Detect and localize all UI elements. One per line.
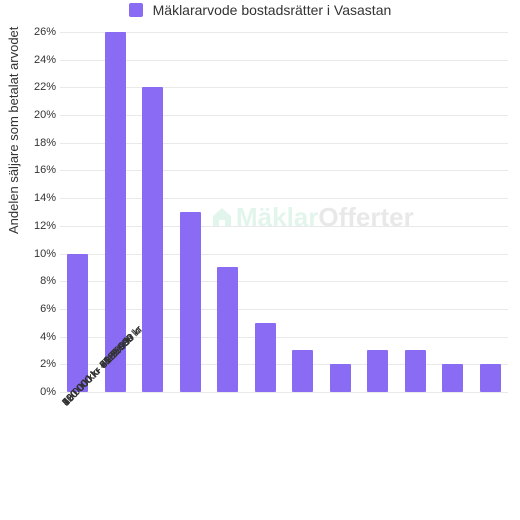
- bar: [67, 254, 88, 392]
- bar: [442, 364, 463, 392]
- bar: [480, 364, 501, 392]
- y-tick-label: 4%: [26, 331, 56, 343]
- bar: [217, 267, 238, 392]
- y-tick-label: 10%: [26, 248, 56, 260]
- y-tick-label: 2%: [26, 358, 56, 370]
- bar-slot: [323, 32, 359, 392]
- y-tick-label: 8%: [26, 275, 56, 287]
- bar: [142, 87, 163, 392]
- legend-label: Mäklararvode bostadsrätter i Vasastan: [153, 2, 392, 18]
- bar: [330, 364, 351, 392]
- x-labels: 30 000 kr - 39 999 kr40 000 kr - 49 999 …: [60, 396, 508, 516]
- bar: [367, 350, 388, 392]
- bar-slot: [435, 32, 471, 392]
- bar-slot: [60, 32, 96, 392]
- y-tick-label: 18%: [26, 137, 56, 149]
- bar: [292, 350, 313, 392]
- y-tick-label: 24%: [26, 54, 56, 66]
- bar-slot: [473, 32, 509, 392]
- bar-slot: [248, 32, 284, 392]
- y-tick-label: 26%: [26, 26, 56, 38]
- legend: Mäklararvode bostadsrätter i Vasastan: [0, 0, 520, 18]
- bar-slot: [135, 32, 171, 392]
- bar: [255, 323, 276, 392]
- chart-area: Andelen säljare som betalat arvodet Mäkl…: [0, 24, 520, 520]
- y-axis-label: Andelen säljare som betalat arvodet: [6, 27, 21, 234]
- bar-slot: [210, 32, 246, 392]
- bar-slot: [360, 32, 396, 392]
- y-tick-label: 14%: [26, 192, 56, 204]
- y-tick-label: 6%: [26, 303, 56, 315]
- y-tick-label: 20%: [26, 109, 56, 121]
- y-tick-label: 12%: [26, 220, 56, 232]
- bar: [180, 212, 201, 392]
- bar-slot: [173, 32, 209, 392]
- bar-slot: [285, 32, 321, 392]
- grid-line: [60, 392, 508, 393]
- bar-slot: [398, 32, 434, 392]
- y-tick-label: 16%: [26, 164, 56, 176]
- y-tick-label: 0%: [26, 386, 56, 398]
- legend-swatch: [129, 3, 143, 17]
- bar: [405, 350, 426, 392]
- x-tick-label: 150 000 kr eller mer: [60, 400, 68, 408]
- y-tick-label: 22%: [26, 81, 56, 93]
